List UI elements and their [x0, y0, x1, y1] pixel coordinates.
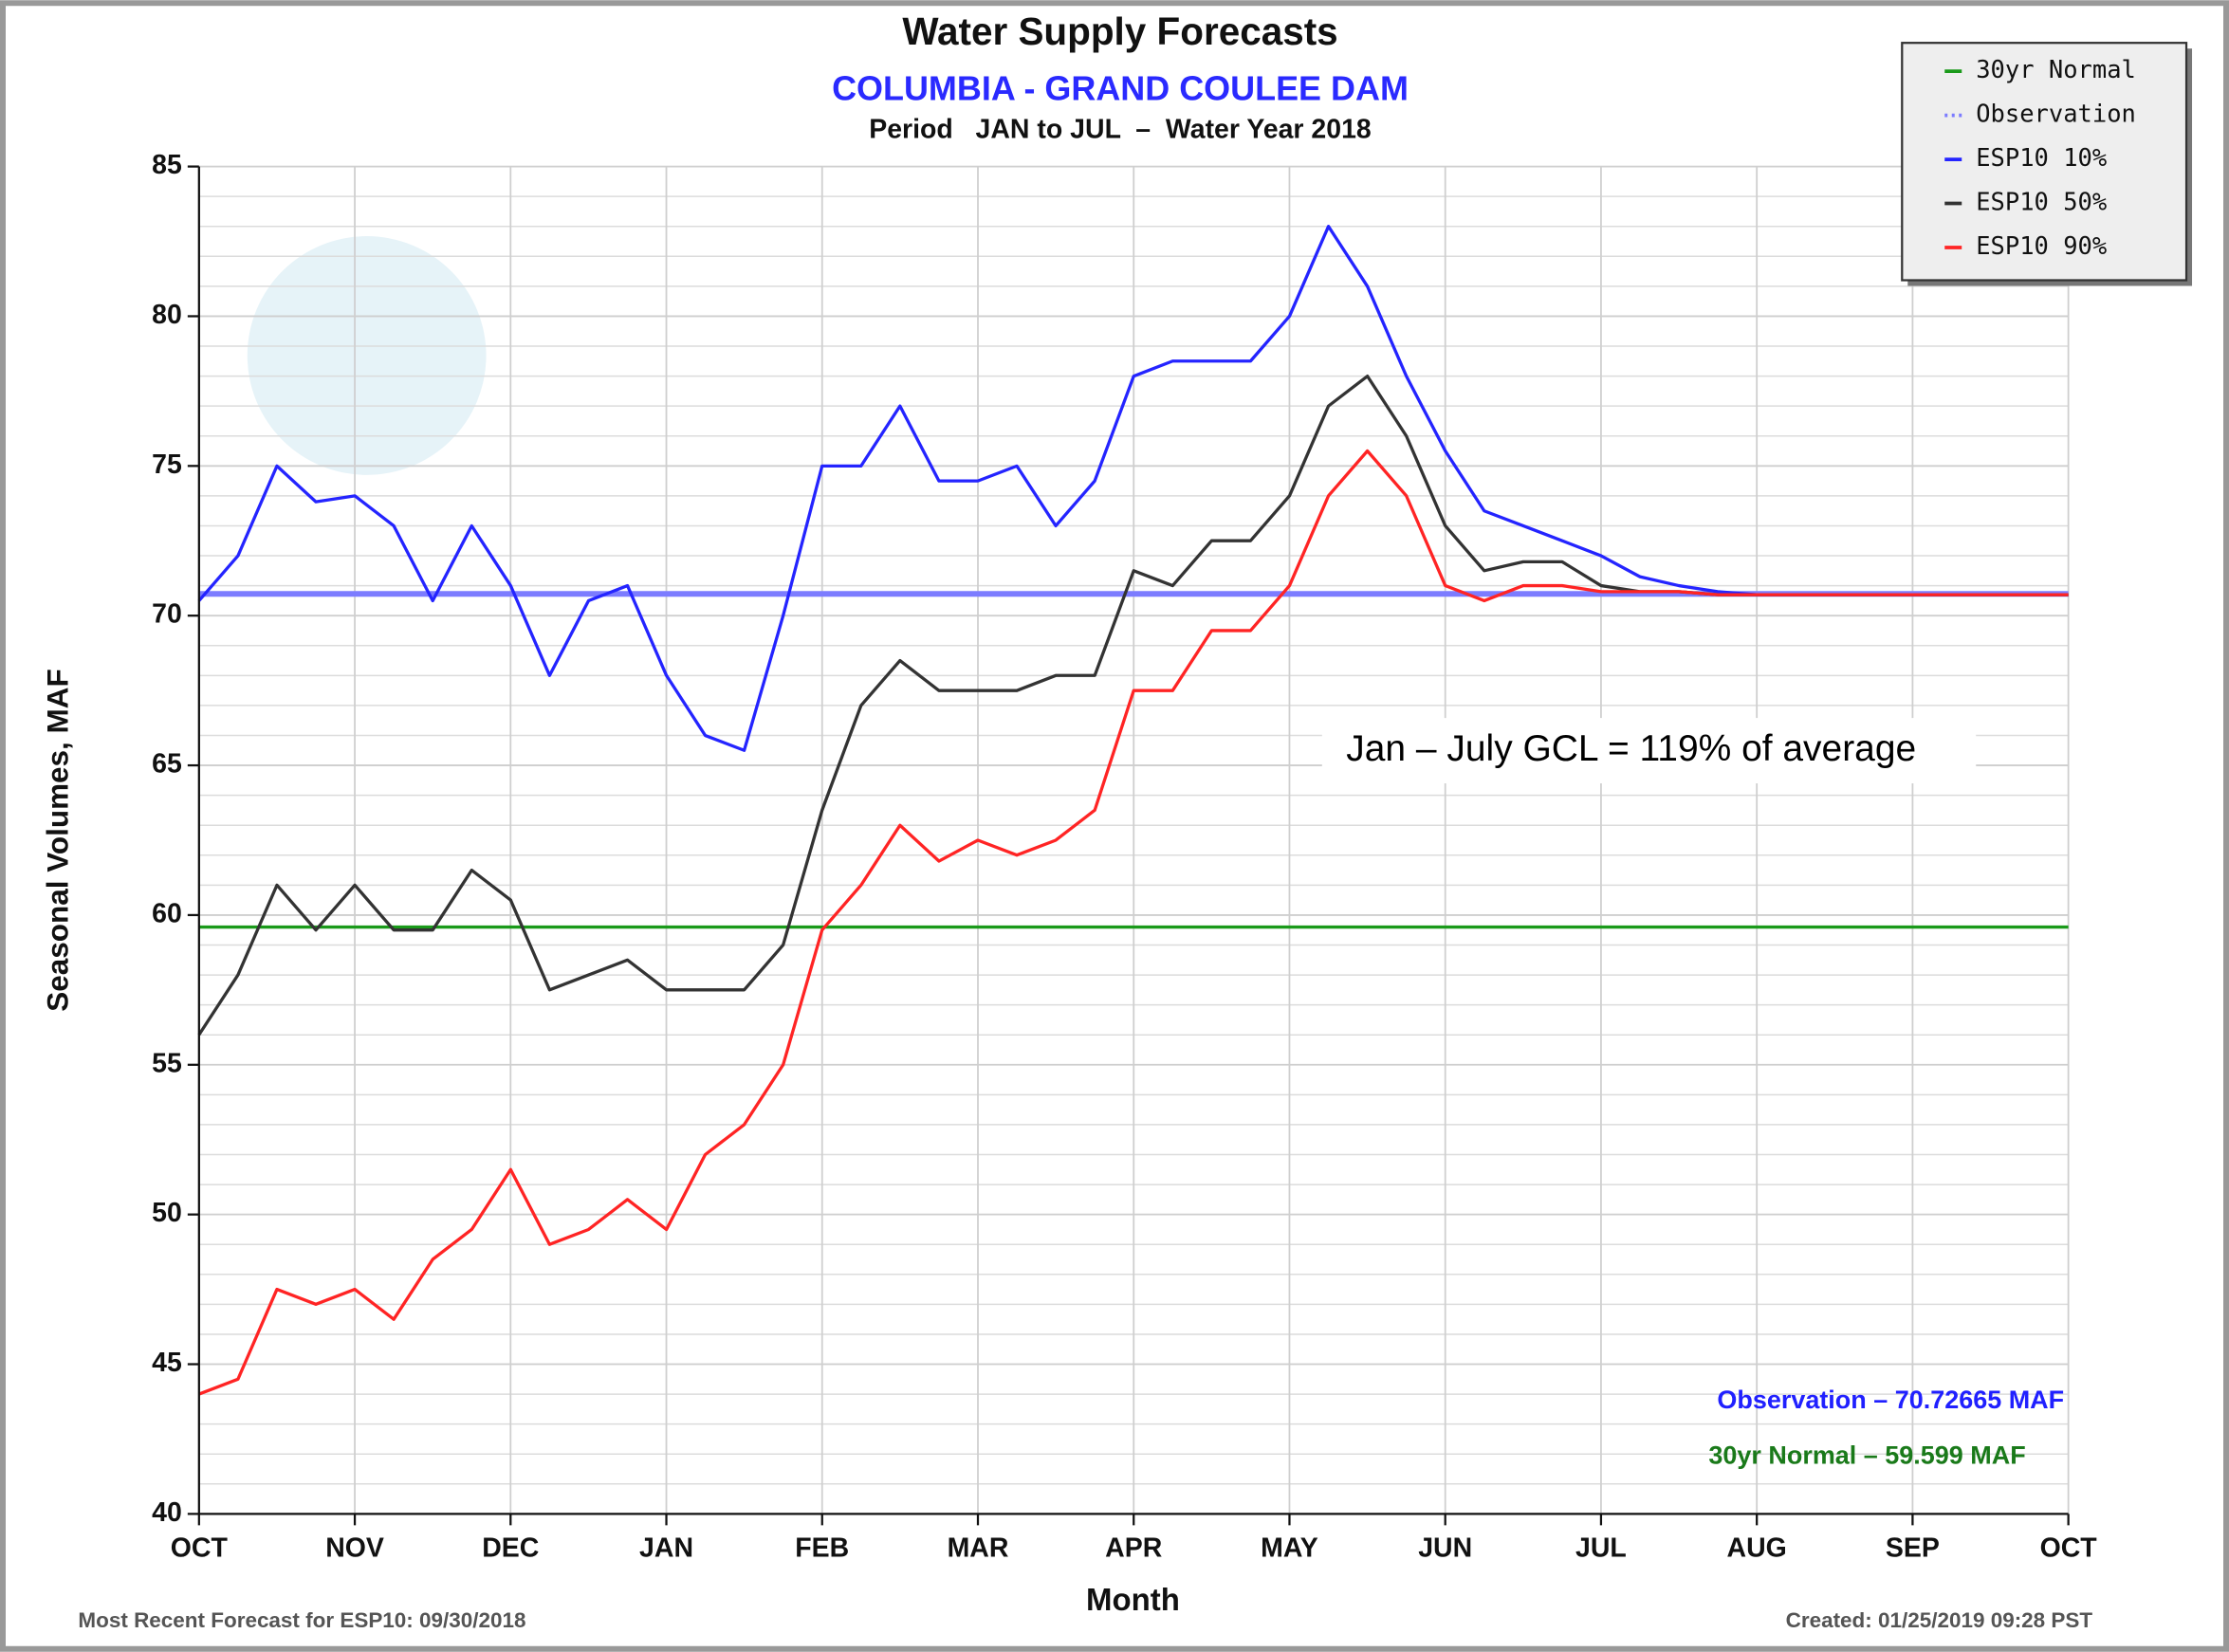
x-tick-label: DEC: [482, 1533, 539, 1563]
annotation: 30yr Normal – 59.599 MAF: [1708, 1441, 2025, 1470]
x-tick-label: JUN: [1418, 1533, 1472, 1563]
period: Period JAN to JUL – Water Year 2018: [869, 115, 1372, 145]
x-tick-label: JUL: [1575, 1533, 1627, 1563]
legend-label: 30yr Normal: [1976, 56, 2136, 84]
x-tick-label: MAR: [948, 1533, 1009, 1563]
legend-label: Observation: [1976, 101, 2136, 129]
legend-box: [1901, 42, 2188, 282]
legend-label: ESP10 50%: [1976, 189, 2107, 217]
axes: 40 45 50 55 60 65 70 75 80 85 OCT NOV DEC JAN FEB MAR AP…: [152, 150, 2097, 1563]
y-tick-label: 55: [152, 1048, 182, 1078]
y-tick-label: 65: [152, 749, 182, 780]
x-tick-label: AUG: [1727, 1533, 1787, 1563]
y-axis-label: Seasonal Volumes, MAF: [41, 669, 74, 1011]
y-tick-label: 75: [152, 450, 182, 480]
series-line: [197, 375, 2069, 1037]
y-tick-label: 45: [152, 1348, 182, 1378]
lines: [197, 225, 2069, 1396]
series-line: [198, 449, 2069, 1396]
legend-label: ESP10 90%: [1976, 232, 2107, 261]
annotation: Jan – July GCL = 119% of average: [1346, 728, 1916, 769]
y-tick-label: 60: [152, 898, 182, 928]
y-tick-label: 80: [152, 300, 182, 330]
y-tick-label: 40: [152, 1497, 182, 1528]
grid: [197, 165, 2070, 1515]
x-tick-label: APR: [1105, 1533, 1162, 1563]
footer-right: Created: 01/25/2019 09:28 PST: [1786, 1608, 2093, 1632]
x-tick-label: MAY: [1261, 1533, 1318, 1563]
series-line: [197, 225, 2069, 752]
annotation: Observation – 70.72665 MAF: [1717, 1386, 2064, 1414]
chart-title: Water Supply Forecasts: [902, 9, 1337, 53]
footer-left: Most Recent Forecast for ESP10: 09/30/20…: [78, 1608, 525, 1632]
legend: 30yr Normal Observation ESP10 10% ESP10 50%…: [1901, 42, 2193, 286]
annotation-box: [1321, 718, 1977, 784]
x-tick-label: OCT: [2040, 1533, 2098, 1563]
y-tick-label: 50: [152, 1198, 182, 1228]
x-tick-label: JAN: [639, 1533, 693, 1563]
y-tick-label: 85: [152, 150, 182, 180]
legend-label: ESP10 10%: [1976, 144, 2107, 173]
x-tick-label: SEP: [1886, 1533, 1940, 1563]
x-tick-label: OCT: [171, 1533, 229, 1563]
x-tick-label: NOV: [325, 1533, 384, 1563]
x-tick-label: FEB: [795, 1533, 849, 1563]
logo-watermark: [247, 236, 487, 475]
y-tick-label: 70: [152, 599, 182, 630]
x-axis-label: Month: [1086, 1582, 1180, 1617]
chart-subtitle: COLUMBIA - GRAND COULEE DAM: [832, 69, 1409, 108]
annotations: Observation – 70.72665 MAF 30yr Normal – …: [1321, 718, 2064, 1470]
